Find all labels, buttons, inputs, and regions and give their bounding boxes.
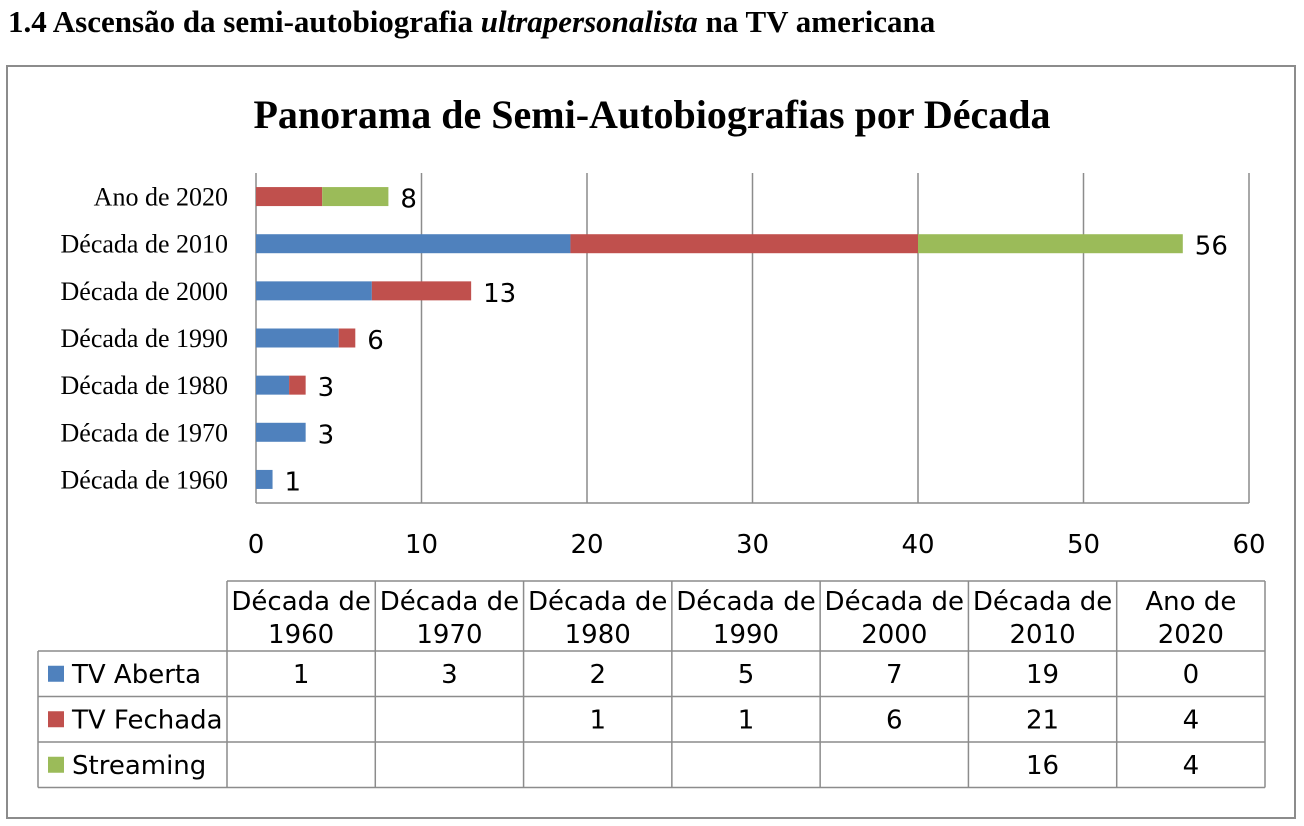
- x-tick-label: 60: [1232, 530, 1265, 560]
- data-label-total: 3: [318, 373, 335, 403]
- table-header-line2: 2000: [861, 620, 927, 650]
- bar-segment-tv-fechada: [570, 234, 918, 254]
- bar-segment-tv-fechada: [289, 375, 306, 395]
- x-tick-label: 0: [248, 530, 265, 560]
- table-header-line1: Década de: [973, 587, 1112, 617]
- data-label-total: 3: [318, 420, 335, 450]
- bar-segment-tv-aberta: [256, 328, 339, 348]
- y-category-label: Ano de 2020: [94, 183, 228, 212]
- y-category-label: Década de 1980: [61, 371, 228, 400]
- table-cell-value: 3: [441, 660, 458, 690]
- table-header-line1: Década de: [825, 587, 964, 617]
- table-cell-value: 7: [886, 660, 903, 690]
- x-tick-label: 20: [570, 530, 603, 560]
- x-tick-label: 10: [405, 530, 438, 560]
- legend-series-name: Streaming: [72, 751, 206, 781]
- data-label-total: 56: [1195, 232, 1228, 262]
- data-label-total: 13: [483, 279, 516, 309]
- x-tick-label: 30: [736, 530, 769, 560]
- legend-swatch: [48, 756, 64, 773]
- y-category-label: Década de 1970: [61, 418, 228, 447]
- y-category-label: Década de 1960: [61, 465, 228, 494]
- bar-segment-tv-aberta: [256, 469, 273, 489]
- bar-segment-tv-aberta: [256, 281, 372, 301]
- bar-segment-tv-fechada: [371, 281, 472, 301]
- chart-title: Panorama de Semi-Autobiografias por Déca…: [254, 92, 1051, 137]
- table-cell-value: 1: [589, 705, 606, 735]
- table-header-line1: Ano de: [1145, 587, 1236, 617]
- table-cell-value: 5: [738, 660, 755, 690]
- table-header-line2: 1970: [416, 620, 482, 650]
- table-header-line1: Década de: [676, 587, 815, 617]
- table-cell-value: 4: [1183, 705, 1200, 735]
- table-cell-value: 19: [1026, 660, 1059, 690]
- table-header-line1: Década de: [528, 587, 667, 617]
- data-label-total: 6: [367, 326, 384, 356]
- bar-segment-tv-aberta: [256, 422, 306, 442]
- legend-swatch: [48, 665, 64, 682]
- legend-series-name: TV Aberta: [71, 660, 201, 690]
- table-header-line2: 1960: [268, 620, 334, 650]
- heading-prefix: 1.4 Ascensão da semi-autobiografia: [8, 4, 481, 39]
- section-heading: 1.4 Ascensão da semi-autobiografia ultra…: [8, 4, 935, 40]
- data-label-total: 1: [285, 467, 302, 497]
- y-category-label: Década de 2010: [61, 230, 228, 259]
- gridlines: [255, 173, 1250, 504]
- table-cell-value: 4: [1183, 751, 1200, 781]
- bars: [256, 187, 1183, 489]
- table-header-line2: 2020: [1158, 620, 1224, 650]
- table-header-line2: 2010: [1009, 620, 1075, 650]
- x-tick-label: 40: [901, 530, 934, 560]
- table-cell-value: 1: [293, 660, 310, 690]
- table-cell-value: 0: [1183, 660, 1200, 690]
- table-header-line1: Década de: [380, 587, 519, 617]
- data-label-total: 8: [400, 185, 417, 215]
- table-header-line2: 1990: [713, 620, 779, 650]
- legend-series-name: TV Fechada: [71, 705, 223, 735]
- table-header-line1: Década de: [231, 587, 370, 617]
- table-cell-value: 2: [589, 660, 606, 690]
- table-cell-value: 21: [1026, 705, 1059, 735]
- table-cell-value: 6: [886, 705, 903, 735]
- bar-segment-tv-fechada: [256, 187, 323, 207]
- bar-segment-tv-aberta: [256, 234, 571, 254]
- table-header-line2: 1980: [565, 620, 631, 650]
- y-category-label: Década de 2000: [61, 277, 228, 306]
- heading-emphasis: ultrapersonalista: [480, 4, 698, 39]
- bar-segment-streaming: [918, 234, 1183, 254]
- x-tick-label: 50: [1067, 530, 1100, 560]
- y-category-label: Década de 1990: [61, 324, 228, 353]
- legend-swatch: [48, 711, 64, 728]
- labels: 0 10 20 30 40 50 60 Década de 1960 1 Década de 19…: [61, 183, 1266, 560]
- bar-segment-tv-fechada: [338, 328, 356, 348]
- table-cell-value: 1: [738, 705, 755, 735]
- table-cell-value: 16: [1026, 751, 1059, 781]
- bar-segment-streaming: [322, 187, 389, 207]
- bar-segment-tv-aberta: [256, 375, 290, 395]
- heading-suffix: na TV americana: [697, 4, 936, 39]
- chart-frame: [6, 65, 1296, 819]
